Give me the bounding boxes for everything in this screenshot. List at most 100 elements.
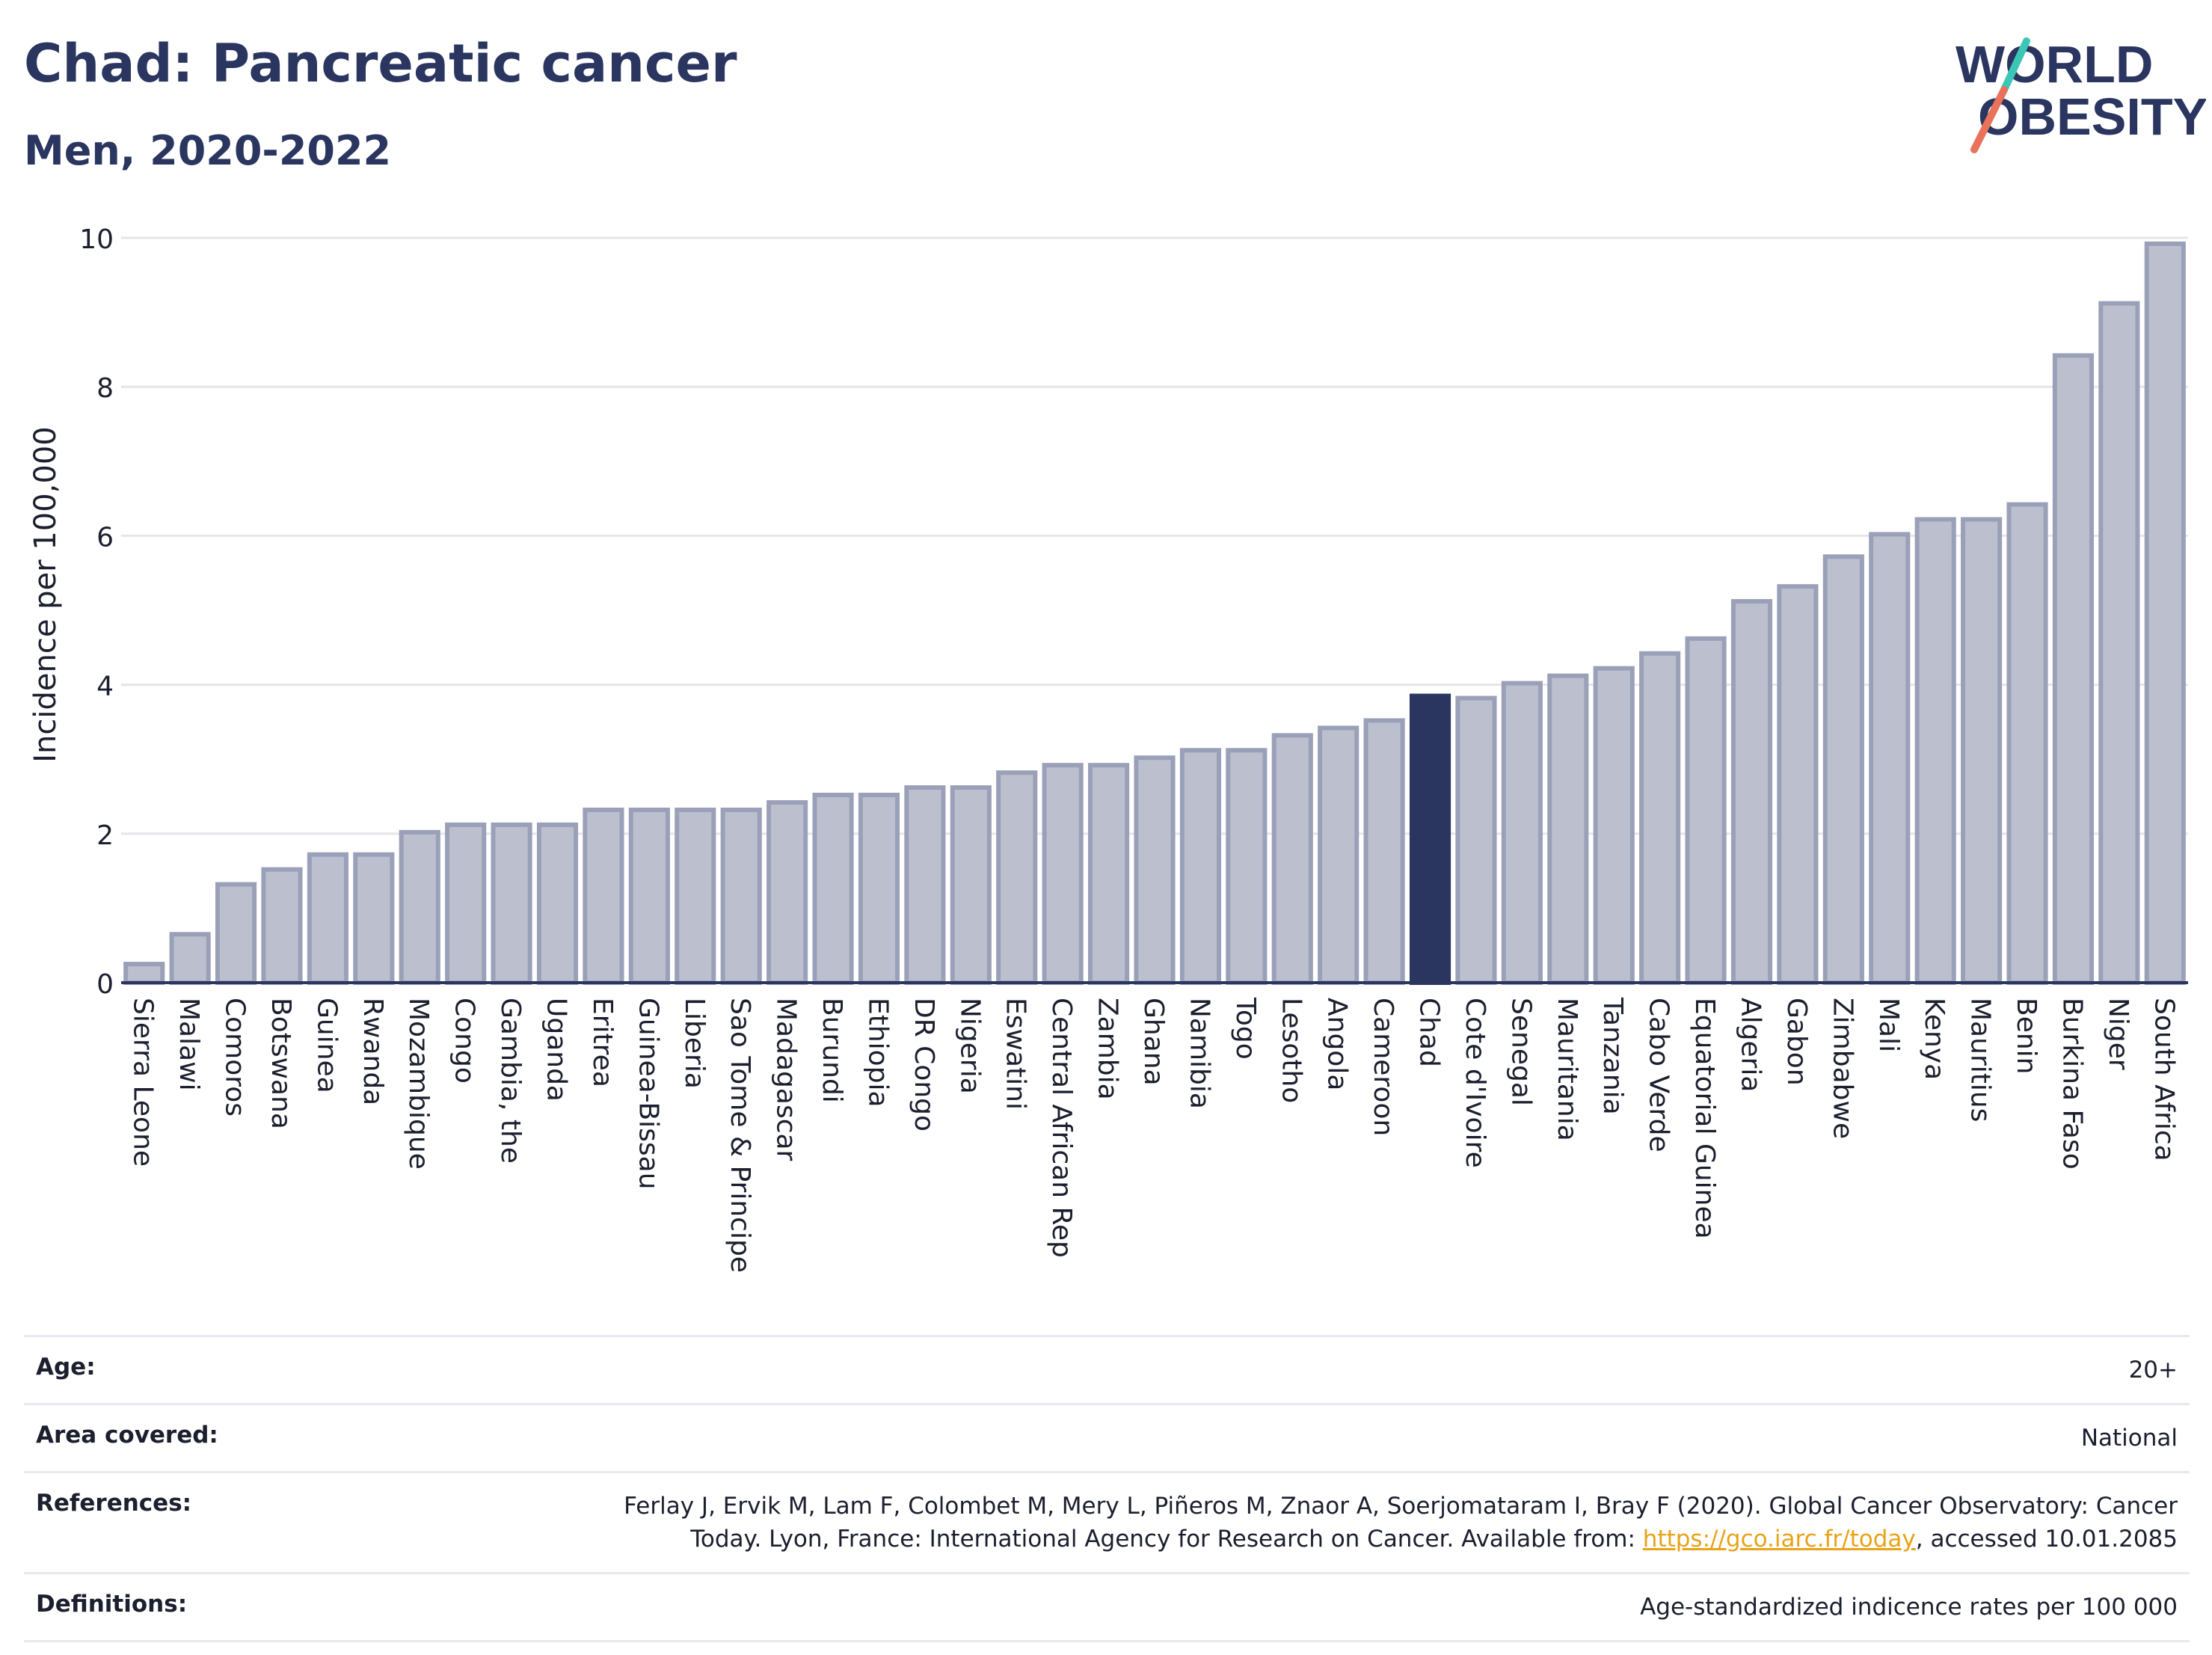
bar-congo	[445, 822, 487, 986]
meta-definitions-label: Definitions:	[36, 1591, 188, 1618]
logo-slash-top-icon	[2000, 37, 2030, 93]
bar-chart: 0 2 4 6 8 10 Sierra Leone Malawi Comoros Botswan…	[28, 224, 2188, 1273]
x-tick-label: South Africa	[2148, 998, 2179, 1161]
meta-row-definitions: Definitions: Age-standardized indicence …	[24, 1572, 2190, 1642]
bar-benin	[2006, 502, 2048, 985]
x-tick-label: Central African Rep	[1046, 998, 1077, 1258]
x-tick-label: Cote d'Ivoire	[1460, 998, 1490, 1168]
bar-sao-tome-principe	[720, 807, 762, 985]
bar-togo	[1226, 748, 1268, 985]
bar-lesotho	[1271, 733, 1313, 985]
x-tick-label: Comoros	[220, 998, 251, 1117]
x-tick-label: Nigeria	[954, 998, 985, 1094]
meta-age-value: 20+	[2128, 1357, 2178, 1384]
x-tick-label: Zambia	[1093, 998, 1123, 1100]
x-tick-label: Zimbabwe	[1827, 998, 1858, 1139]
x-tick-label: Chad	[1414, 998, 1445, 1067]
bar-comoros	[215, 882, 257, 985]
page-subtitle: Men, 2020-2022	[24, 127, 392, 174]
y-tick-label: 10	[79, 224, 114, 255]
x-tick-label: Lesotho	[1276, 998, 1306, 1103]
y-tick-label: 6	[96, 522, 114, 553]
y-tick-label: 0	[96, 969, 114, 1000]
bar-uganda	[536, 822, 579, 986]
bar-dr-congo	[904, 785, 946, 985]
logo-slash-bottom-icon	[1970, 86, 2008, 153]
x-tick-label: Mali	[1873, 998, 1904, 1052]
meta-references-value: Ferlay J, Ervik M, Lam F, Colombet M, Me…	[607, 1490, 2178, 1556]
bar-south-africa	[2144, 241, 2186, 985]
x-tick-label: Rwanda	[357, 998, 388, 1105]
bar-sierra-leone	[123, 962, 165, 985]
x-tick-label: Senegal	[1505, 998, 1536, 1106]
x-tick-label: Cabo Verde	[1644, 998, 1674, 1152]
bar-madagascar	[766, 799, 808, 986]
bar-equatorial-guinea	[1685, 636, 1727, 986]
bar-cote-d-ivoire	[1455, 696, 1497, 985]
bar-namibia	[1179, 748, 1221, 985]
bar-burkina-faso	[2052, 353, 2095, 986]
x-tick-label: Malawi	[173, 998, 204, 1091]
bar-eswatini	[996, 770, 1038, 986]
y-axis-ticks: 0 2 4 6 8 10	[79, 224, 114, 1000]
meta-row-age: Age: 20+	[24, 1335, 2190, 1403]
bar-ethiopia	[858, 793, 900, 986]
bar-malawi	[169, 932, 211, 986]
bar-eritrea	[583, 807, 624, 985]
bar-burundi	[812, 793, 854, 986]
x-tick-label: Benin	[2011, 998, 2042, 1074]
x-tick-label: Madagascar	[771, 998, 802, 1161]
x-tick-label: Togo	[1230, 997, 1261, 1060]
meta-definitions-value: Age-standardized indicence rates per 100…	[1640, 1594, 2178, 1621]
x-tick-label: Kenya	[1919, 998, 1950, 1080]
x-tick-label: Tanzania	[1597, 997, 1628, 1115]
bar-rwanda	[353, 852, 395, 985]
x-tick-label: Mauritania	[1552, 998, 1582, 1141]
x-tick-label: Equatorial Guinea	[1689, 998, 1720, 1239]
y-tick-label: 2	[96, 820, 114, 851]
y-axis-label: Incidence per 100,000	[28, 426, 63, 763]
meta-row-references: References: Ferlay J, Ervik M, Lam F, Co…	[24, 1471, 2190, 1572]
meta-area-value: National	[2080, 1425, 2178, 1452]
references-accessed: , accessed 10.01.2085	[1915, 1526, 2178, 1553]
meta-age-label: Age:	[36, 1354, 96, 1381]
x-tick-label: Namibia	[1184, 998, 1214, 1109]
bar-zambia	[1088, 763, 1130, 986]
bar-cameroon	[1363, 718, 1405, 986]
y-tick-label: 8	[96, 373, 114, 404]
bar-mauritania	[1547, 673, 1589, 985]
x-tick-label: Mauritius	[1965, 998, 1996, 1122]
metadata-table: Age: 20+ Area covered: National Referenc…	[24, 1335, 2190, 1642]
x-axis-labels: Sierra Leone Malawi Comoros Botswana Guinea R…	[128, 997, 2180, 1273]
x-tick-label: Liberia	[679, 998, 710, 1089]
bar-angola	[1318, 725, 1360, 985]
x-tick-label: Algeria	[1735, 998, 1766, 1093]
bar-zimbabwe	[1822, 554, 1864, 985]
meta-row-area: Area covered: National	[24, 1403, 2190, 1471]
x-tick-label: DR Congo	[909, 998, 939, 1132]
bar-algeria	[1730, 599, 1773, 985]
x-tick-label: Eritrea	[587, 998, 618, 1087]
bar-gabon	[1777, 584, 1819, 985]
meta-area-label: Area covered:	[36, 1422, 218, 1449]
x-tick-label: Guinea	[311, 998, 342, 1093]
x-tick-label: Mozambique	[403, 998, 434, 1170]
bar-tanzania	[1593, 666, 1635, 985]
bar-chad	[1409, 693, 1451, 985]
x-tick-label: Ethiopia	[862, 998, 893, 1108]
bar-gambia-the	[491, 822, 532, 986]
references-text: Ferlay J, Ervik M, Lam F, Colombet M, Me…	[624, 1493, 2178, 1553]
chart-bars	[123, 241, 2186, 986]
bar-liberia	[675, 807, 716, 985]
x-tick-label: Congo	[449, 998, 480, 1084]
x-tick-label: Burkina Faso	[2056, 998, 2087, 1170]
bar-senegal	[1501, 681, 1543, 985]
x-tick-label: Botswana	[265, 998, 296, 1129]
bar-mauritius	[1961, 517, 2003, 985]
meta-references-label: References:	[36, 1490, 192, 1517]
references-link[interactable]: https://gco.iarc.fr/today	[1642, 1526, 1916, 1553]
x-tick-label: Gambia, the	[495, 998, 526, 1164]
bar-cabo-verde	[1639, 651, 1681, 985]
x-tick-label: Burundi	[817, 998, 847, 1103]
bar-mozambique	[399, 829, 440, 985]
